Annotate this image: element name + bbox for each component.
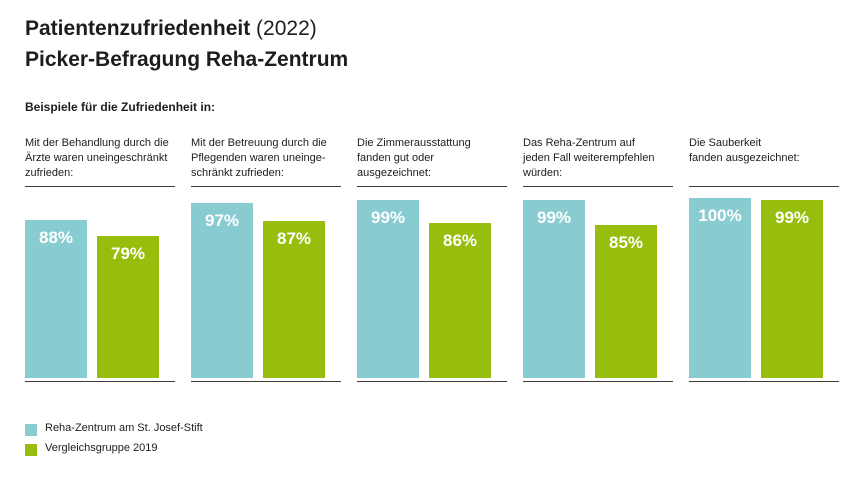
legend-swatch (25, 424, 37, 436)
bar-value-label: 99% (370, 207, 406, 227)
bar-value-label: 99% (774, 207, 810, 227)
category-caption-line: Pflegenden waren uneinge- (191, 152, 326, 164)
category-caption-line: Ärzte waren uneingeschränkt (25, 152, 168, 164)
legend-label: Reha-Zentrum am St. Josef-Stift (45, 422, 203, 434)
category-caption-line: Mit der Behandlung durch die (25, 137, 169, 149)
bar-value-label: 99% (536, 207, 572, 227)
category-caption-line: Das Reha-Zentrum auf (523, 137, 635, 149)
bar-value-label: 86% (442, 231, 478, 251)
category-caption: Mit der Behandlung durch die Ärzte waren … (25, 136, 177, 181)
legend-label: Vergleichsgruppe 2019 (45, 442, 158, 454)
bar-reha-zentrum (689, 198, 751, 378)
category-caption-line: würden: (523, 167, 563, 179)
legend-swatch (25, 444, 37, 456)
bar-value-label: 87% (276, 229, 312, 249)
category-caption-line: Mit der Betreuung durch die (191, 137, 327, 149)
bar-value-label: 79% (110, 243, 146, 263)
bar-reha-zentrum (523, 199, 585, 378)
category-caption-line: zufrieden: (25, 167, 74, 179)
bar-reha-zentrum (25, 219, 87, 378)
bar-value-label: 85% (608, 233, 644, 252)
chart-intro: Beispiele für die Zufriedenheit in: (25, 100, 216, 114)
bar-vergleichsgruppe (97, 235, 159, 378)
category-baseline (191, 381, 341, 382)
category-caption-line: jeden Fall weiterempfehlen (523, 152, 655, 164)
bar-vergleichsgruppe (429, 223, 491, 378)
category-caption-line: Die Zimmerausstattung (357, 137, 471, 149)
bar-reha-zentrum (357, 199, 419, 378)
chart-title: Patientenzufriedenheit (2022) (25, 14, 317, 43)
category-caption-line: fanden gut oder ausgezeichnet: (357, 152, 435, 179)
bar-reha-zentrum (191, 203, 253, 378)
category-baseline (523, 381, 673, 382)
category-top-rule (191, 186, 341, 187)
category-caption-line: schränkt zufrieden: (191, 167, 284, 179)
bar-value-label: 97% (204, 211, 240, 231)
bar-vergleichsgruppe (595, 225, 657, 378)
chart-title-year: (2022) (256, 17, 317, 40)
category-top-rule (25, 186, 175, 187)
category-baseline (689, 381, 839, 382)
category-top-rule (689, 186, 839, 187)
bar-value-label: 88% (38, 227, 74, 247)
category-top-rule (523, 186, 673, 187)
category-top-rule (357, 186, 507, 187)
chart-subtitle: Picker-Befragung Reha-Zentrum (25, 48, 349, 71)
category-caption: Die Zimmerausstattung fanden gut oder aus… (357, 136, 509, 181)
bar-value-label: 100% (698, 206, 742, 225)
category-caption-line: Die Sauberkeit (689, 137, 762, 149)
category-baseline (25, 381, 175, 382)
category-caption: Die Sauberkeit fanden ausgezeichnet: (689, 136, 841, 166)
category-baseline (357, 381, 507, 382)
bar-vergleichsgruppe (761, 199, 823, 378)
category-caption: Das Reha-Zentrum auf jeden Fall weiteremp… (523, 136, 675, 181)
category-caption: Mit der Betreuung durch die Pflegenden wa… (191, 136, 343, 181)
chart-title-main: Patientenzufriedenheit (25, 17, 251, 40)
bar-vergleichsgruppe (263, 221, 325, 378)
category-caption-line: fanden ausgezeichnet: (689, 152, 800, 164)
